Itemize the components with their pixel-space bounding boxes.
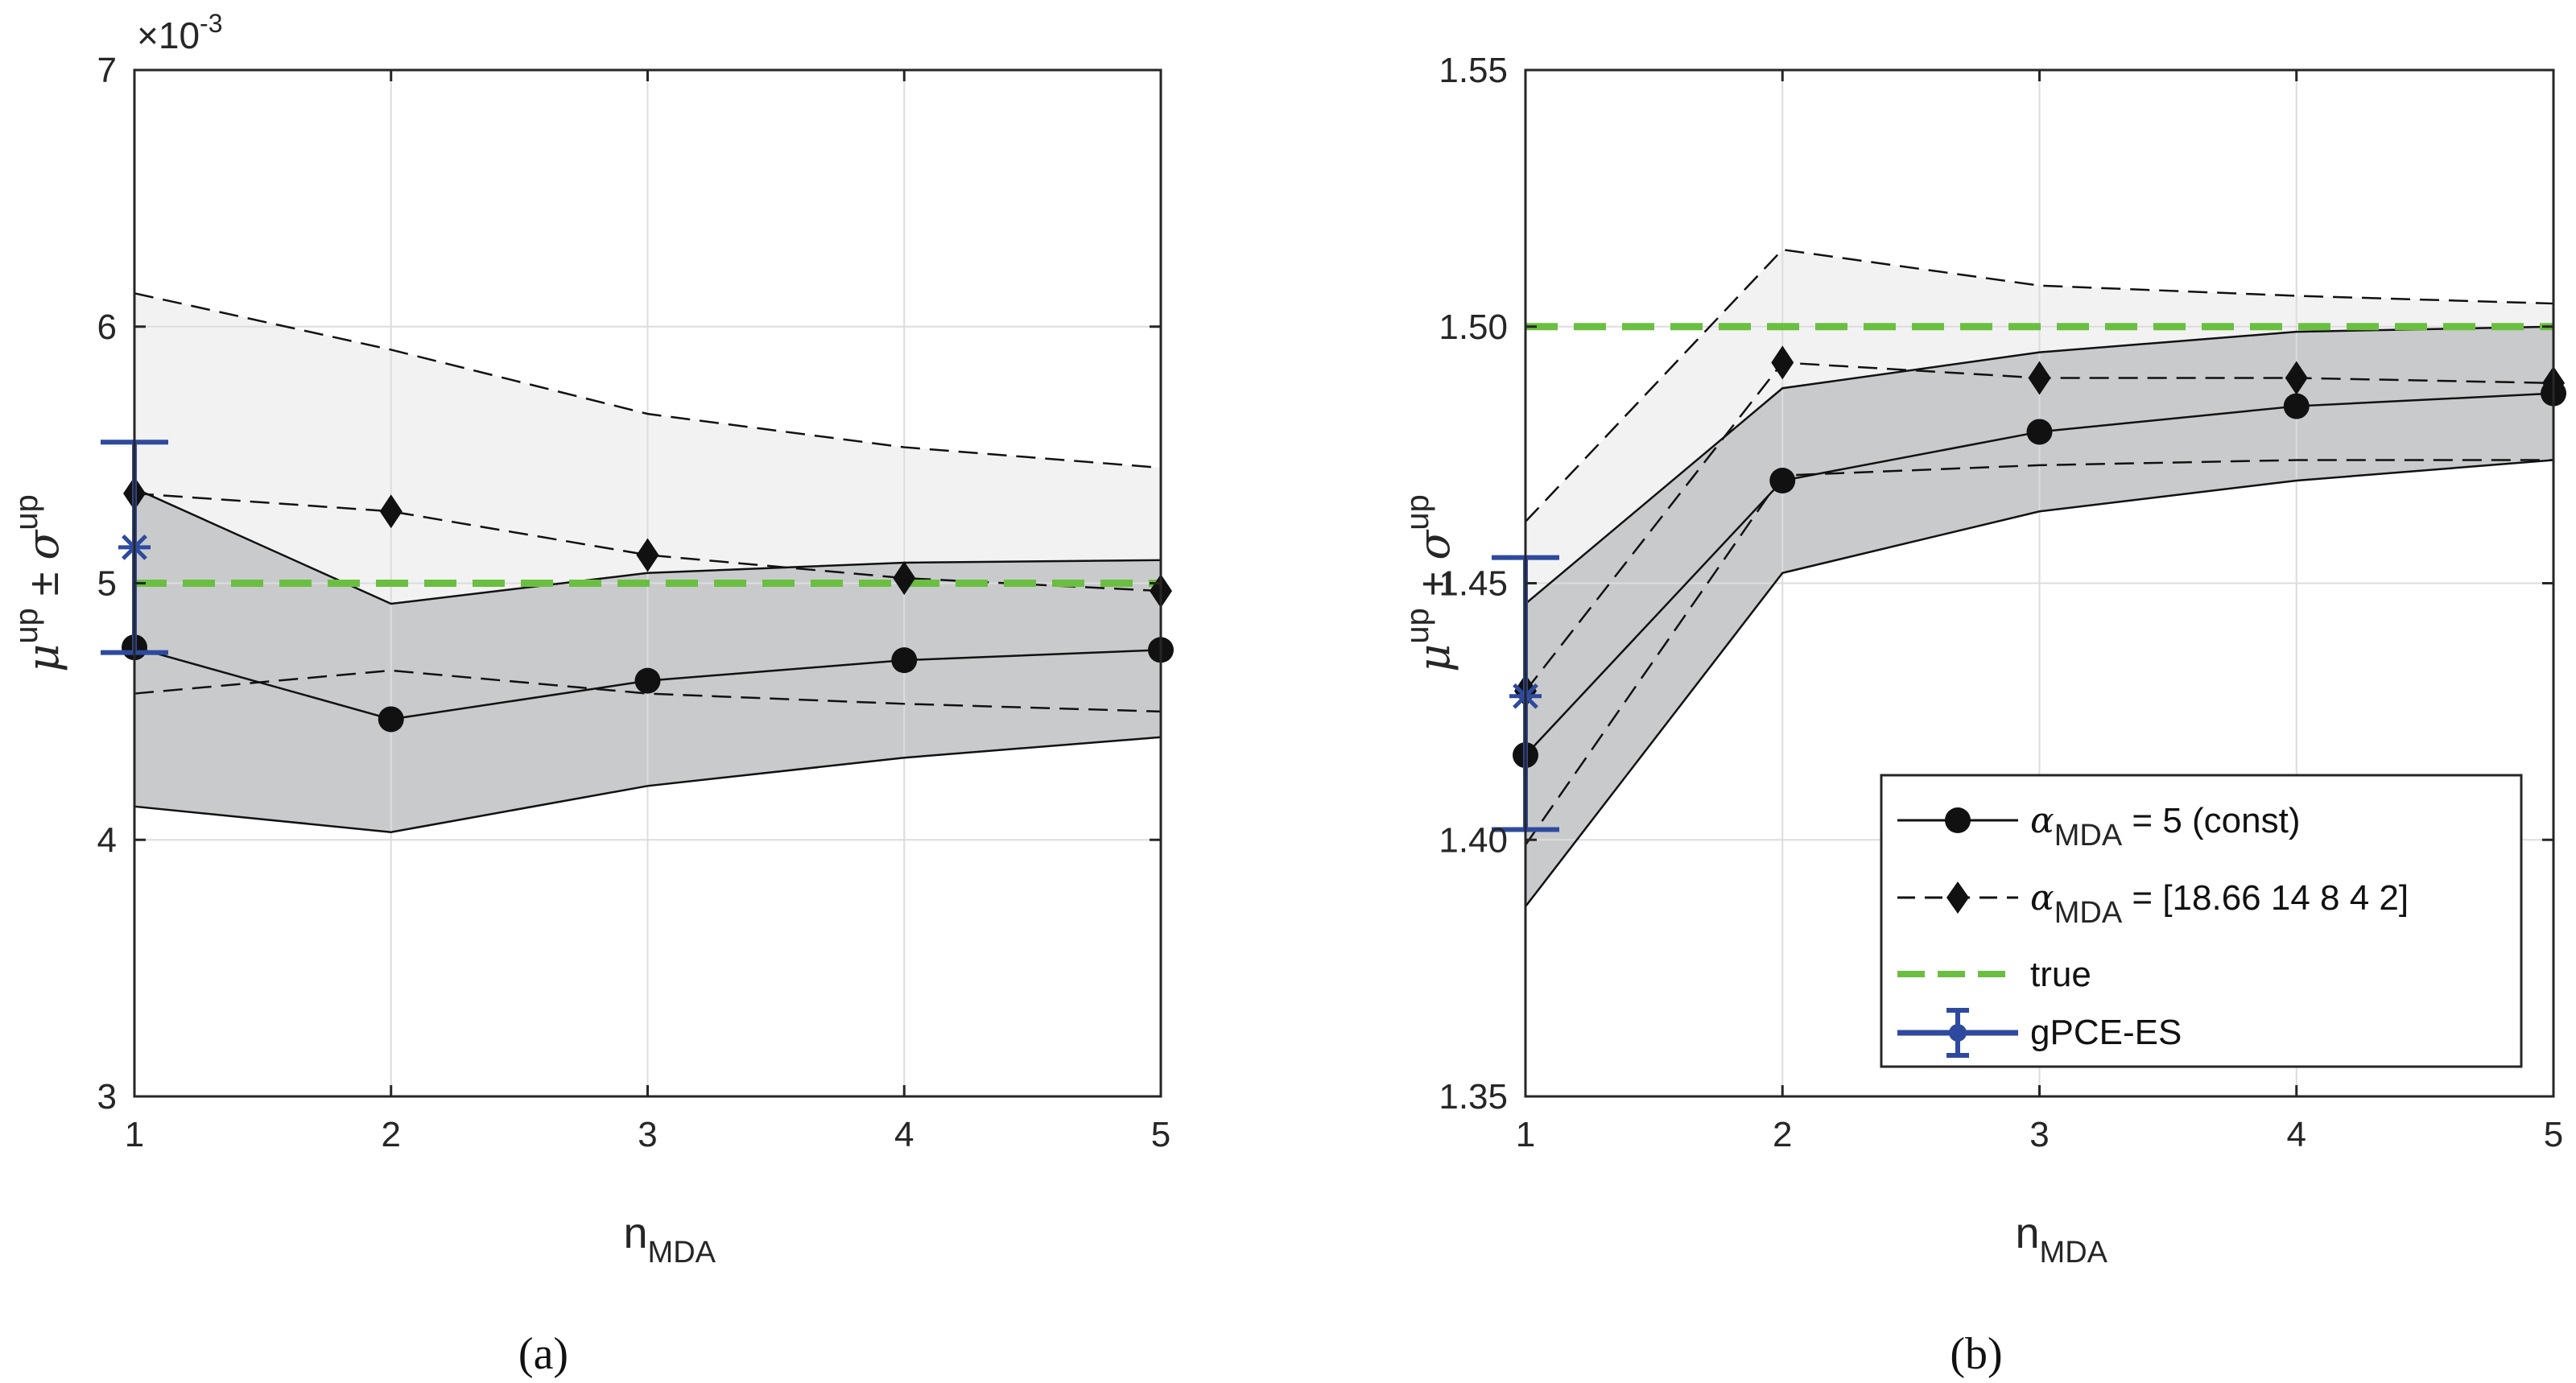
ytick-label-b-3: 1.50 <box>1439 308 1508 347</box>
ylabel-b-sup1: up <box>1400 608 1435 644</box>
line-b-const-lower <box>1525 459 2554 907</box>
ylabel-a: μup ± σup <box>9 494 68 672</box>
xlabel-b: nMDA <box>2016 1209 2108 1269</box>
legend-label-true: true <box>2030 955 2091 994</box>
xtick-label-b-2: 3 <box>2029 1115 2049 1154</box>
line-a-const-lower <box>134 736 1162 833</box>
point-b-schedule-1 <box>1771 345 1794 380</box>
ytick-label-b-0: 1.35 <box>1439 1077 1508 1117</box>
ylabel-b-sup2: up <box>1400 494 1435 530</box>
ylabel-b: μup ± σup <box>1400 494 1459 672</box>
line-a-schedule-lower <box>134 669 1162 713</box>
caption-a: (a) <box>518 1329 568 1379</box>
ylabel-a-sigma: σ <box>18 529 68 560</box>
xtick-label-a-3: 4 <box>894 1115 914 1154</box>
point-b-schedule-3 <box>2285 361 2308 395</box>
legend-label-alpha-schedule-sym: α <box>2030 877 2054 919</box>
legend-marker-circle <box>1945 807 1971 833</box>
ytick-label-b-4: 1.55 <box>1439 51 1508 90</box>
xlabel-b-main: n <box>2016 1209 2040 1257</box>
legend-marker-diamond <box>1946 881 1969 914</box>
xtick-label-a-4: 5 <box>1151 1115 1170 1154</box>
caption-b: (b) <box>1950 1329 2002 1379</box>
ytick-label-a-0: 3 <box>97 1077 117 1117</box>
point-a-schedule-1 <box>379 494 402 529</box>
ytick-label-a-1: 4 <box>97 820 117 860</box>
ytick-label-a-3: 6 <box>97 308 117 347</box>
point-a-const-1 <box>378 706 404 733</box>
line-b-const-upper <box>1525 325 2554 605</box>
point-a-schedule-3 <box>893 561 916 596</box>
line-a-schedule-upper <box>134 292 1162 469</box>
line-a-const-upper <box>134 487 1162 605</box>
xtick-label-a-1: 2 <box>382 1115 401 1154</box>
point-a-schedule-2 <box>636 538 659 572</box>
legend-label-gpce: gPCE-ES <box>2030 1013 2182 1052</box>
xlabel-a: nMDA <box>624 1209 716 1269</box>
line-b-schedule-upper <box>1525 248 2554 522</box>
legend-label-alpha-schedule-sub: MDA <box>2054 896 2123 930</box>
ylabel-a-mu: μ <box>18 644 68 672</box>
panel-a-scale-exp: -3 <box>200 9 222 38</box>
legend-label-alpha-const-sym: α <box>2030 800 2054 841</box>
ytick-label-b-1: 1.40 <box>1439 820 1508 860</box>
point-b-const-1 <box>1769 468 1796 493</box>
point-b-const-3 <box>2283 393 2310 419</box>
xtick-label-b-3: 4 <box>2287 1115 2306 1154</box>
line-b-schedule-lower <box>1524 459 2553 846</box>
xtick-label-a-0: 1 <box>125 1115 144 1154</box>
panel-a-scale-base: ×10 <box>137 14 200 56</box>
ylabel-a-pm: ± <box>19 560 68 609</box>
legend-label-alpha-const-rest: = 5 (const) <box>2122 801 2300 840</box>
xtick-label-a-2: 3 <box>638 1115 657 1154</box>
legend-label-alpha-const-sub: MDA <box>2054 819 2123 853</box>
legend-label-alpha-schedule-rest: = [18.66 14 8 4 2] <box>2122 878 2409 918</box>
legend: αMDA = 5 (const) αMDA = [18.66 14 8 4 2]… <box>1880 774 2523 1068</box>
ytick-label-a-2: 5 <box>97 564 117 604</box>
legend-box <box>1880 774 2523 1068</box>
legend-label-alpha-const: αMDA = 5 (const) <box>2030 800 2300 853</box>
ylabel-a-sup1: up <box>9 608 44 644</box>
ylabel-b-sigma: σ <box>1409 529 1459 560</box>
ytick-label-a-4: 7 <box>97 51 117 90</box>
xtick-label-b-0: 1 <box>1516 1115 1535 1154</box>
xlabel-b-sub: MDA <box>2040 1236 2108 1269</box>
point-a-const-2 <box>634 667 661 694</box>
xlabel-a-main: n <box>624 1209 648 1257</box>
point-a-const-3 <box>891 647 918 674</box>
point-b-schedule-2 <box>2028 361 2051 395</box>
legend-gpce-marker <box>1949 1024 1967 1042</box>
panel-a-scale-label: ×10-3 <box>137 9 222 56</box>
xtick-label-b-4: 5 <box>2544 1115 2563 1154</box>
ylabel-b-pm: ± <box>1410 560 1459 609</box>
xtick-label-b-1: 2 <box>1773 1115 1792 1154</box>
ytick-label-b-2: 1.45 <box>1439 564 1508 604</box>
xlabel-a-sub: MDA <box>648 1236 716 1269</box>
ylabel-b-mu: μ <box>1409 644 1459 672</box>
legend-label-alpha-schedule: αMDA = [18.66 14 8 4 2] <box>2030 877 2409 930</box>
ylabel-a-sup2: up <box>9 494 44 530</box>
point-b-const-2 <box>2026 419 2053 445</box>
